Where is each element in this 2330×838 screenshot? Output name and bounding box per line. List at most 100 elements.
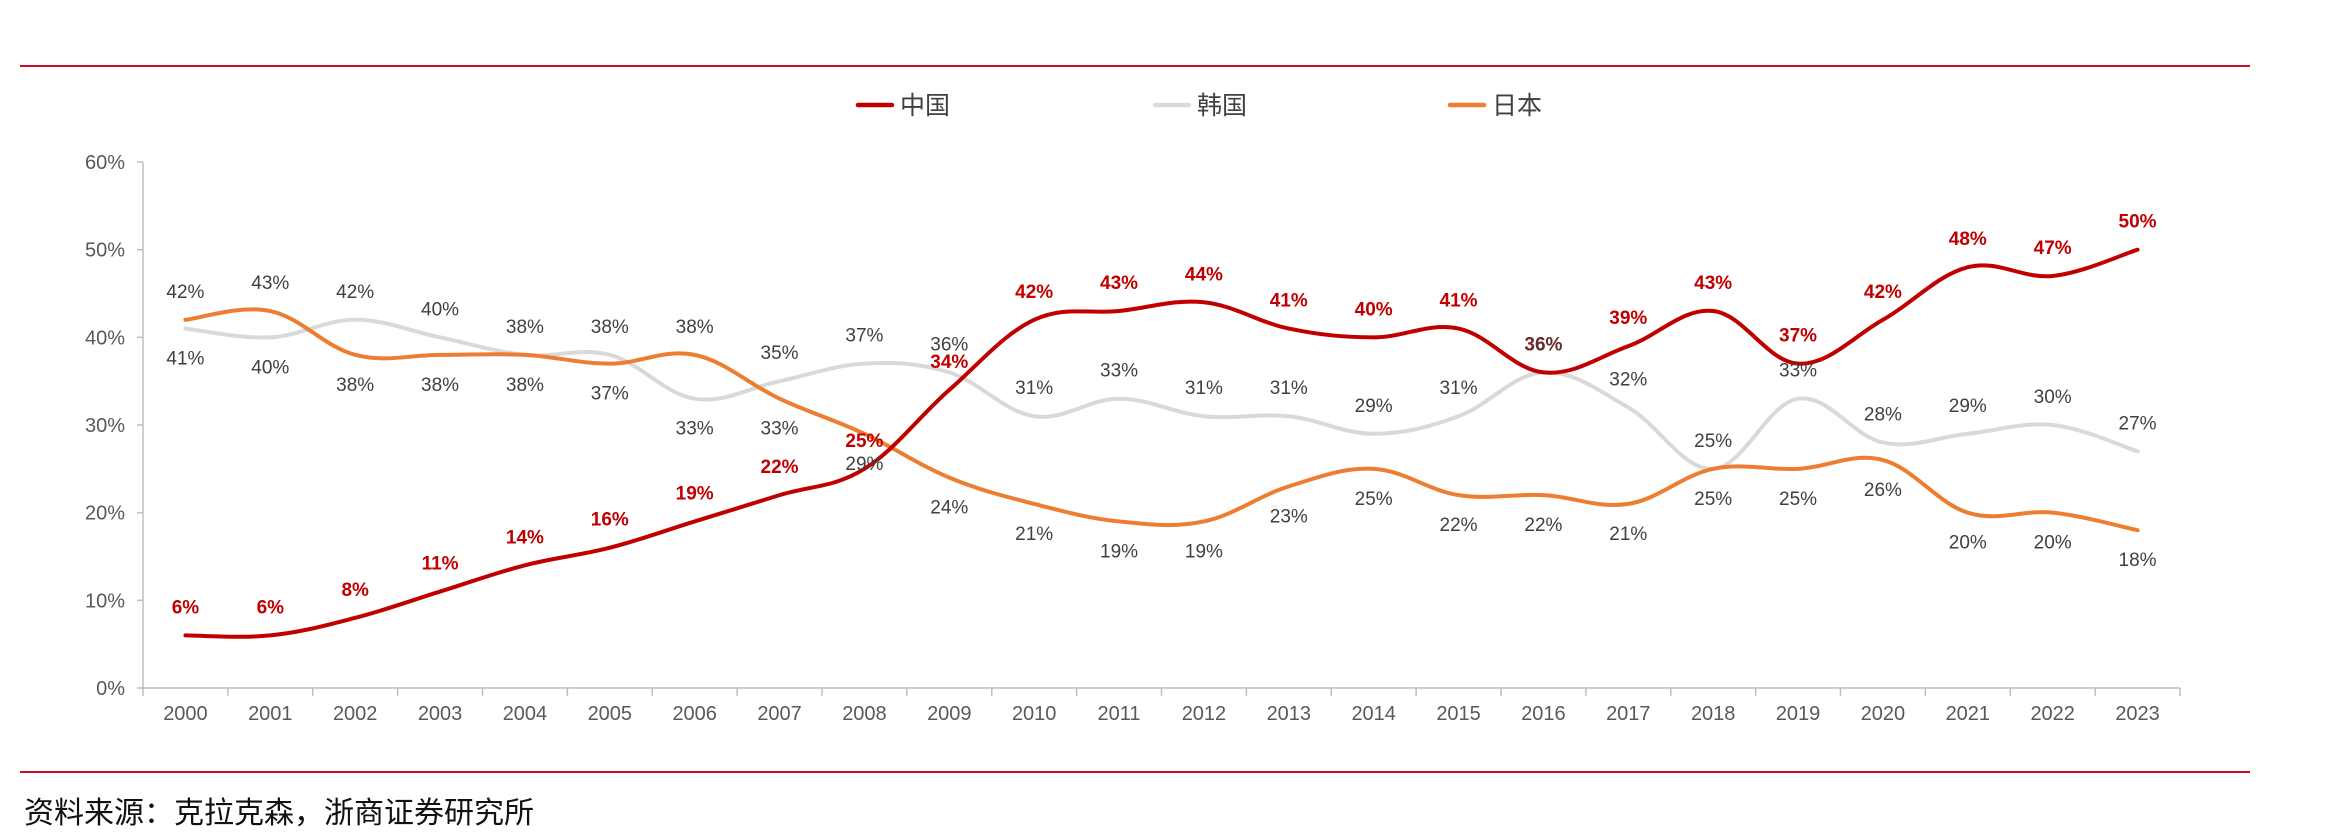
data-label-korea: 29% (1355, 396, 1393, 417)
y-tick-label: 0% (96, 678, 125, 700)
x-tick-label: 2022 (2030, 703, 2075, 725)
data-label-china: 19% (676, 483, 714, 504)
data-label-korea: 37% (845, 326, 883, 347)
x-tick-label: 2016 (1521, 703, 1566, 725)
x-tick-label: 2000 (163, 703, 208, 725)
data-label-china: 44% (1185, 264, 1223, 285)
x-tick-label: 2004 (503, 703, 548, 725)
top-rule (20, 65, 2250, 67)
axes: 0% 10% 20% 30% 40% 50% 60% 2000 2001 2002 2003 2004… (85, 152, 2181, 725)
legend: 中国 韩国 日本 (855, 91, 1542, 120)
x-tick-label: 2010 (1012, 703, 1057, 725)
y-tick-label: 20% (85, 503, 125, 525)
data-label-korea: 28% (1864, 405, 1902, 426)
data-label-japan: 43% (251, 273, 289, 294)
data-label-china: 34% (930, 352, 968, 373)
data-label-china: 42% (1864, 282, 1902, 303)
data-label-japan: 20% (1949, 533, 1987, 554)
data-label-japan: 23% (1270, 506, 1308, 527)
x-tick-label: 2023 (2115, 703, 2160, 725)
y-tick-label: 40% (85, 327, 125, 349)
data-label-japan: 22% (1440, 515, 1478, 536)
data-label-japan: 25% (1355, 489, 1393, 510)
data-label-china: 16% (591, 510, 629, 531)
legend-label: 中国 (900, 91, 950, 120)
series-lines (183, 247, 2140, 639)
data-label-japan: 25% (1779, 489, 1817, 510)
x-tick-label: 2013 (1267, 703, 1312, 725)
series-line-japan (183, 307, 2140, 533)
x-tick-label: 2019 (1776, 703, 1821, 725)
data-label-china: 11% (422, 554, 459, 575)
x-tick-label: 2003 (418, 703, 463, 725)
data-label-japan: 21% (1609, 524, 1647, 545)
data-label-china: 41% (1270, 291, 1308, 312)
data-label-korea: 41% (166, 349, 204, 370)
data-label-korea: 36% (930, 334, 968, 355)
data-label-china: 42% (1015, 282, 1053, 303)
source-note: 资料来源：克拉克森，浙商证券研究所 (24, 796, 534, 831)
data-label-japan: 18% (2119, 550, 2157, 571)
legend-label: 日本 (1492, 91, 1542, 120)
data-label-japan: 25% (1694, 431, 1732, 452)
data-label-japan: 19% (1185, 541, 1223, 562)
data-label-korea: 36% (1524, 334, 1562, 355)
data-label-china: 14% (506, 527, 544, 548)
x-tick-label: 2015 (1436, 703, 1481, 725)
data-label-japan: 22% (1524, 515, 1562, 536)
data-label-china: 25% (845, 431, 883, 452)
data-label-japan: 26% (1864, 480, 1902, 501)
data-label-china: 47% (2034, 238, 2072, 259)
data-label-korea: 31% (1185, 378, 1223, 399)
data-label-china: 36% (1524, 334, 1562, 355)
data-label-china: 43% (1100, 273, 1138, 294)
line-chart: 中国 韩国 日本 0% 10% 20% 30% 40% 50% 60% 2000 2001 2002 2… (85, 91, 2181, 725)
x-tick-label: 2007 (757, 703, 802, 725)
data-label-china: 40% (1355, 299, 1393, 320)
y-tick-label: 10% (85, 590, 125, 612)
data-label-korea: 27% (2119, 413, 2157, 434)
y-tick-label: 60% (85, 152, 125, 174)
data-label-korea: 30% (2034, 387, 2072, 408)
data-label-japan: 24% (930, 498, 968, 519)
data-label-china: 37% (1779, 326, 1817, 347)
x-tick-label: 2008 (842, 703, 887, 725)
data-label-china: 50% (2119, 212, 2157, 233)
x-tick-label: 2002 (333, 703, 378, 725)
x-tick-label: 2005 (588, 703, 633, 725)
data-label-china: 39% (1609, 308, 1647, 329)
y-tick-label: 50% (85, 240, 125, 262)
data-label-korea: 31% (1015, 378, 1053, 399)
data-label-korea: 25% (1694, 489, 1732, 510)
data-label-korea: 31% (1270, 378, 1308, 399)
data-label-japan: 33% (761, 419, 799, 440)
x-tick-label: 2011 (1098, 703, 1141, 725)
data-label-japan: 38% (676, 317, 714, 338)
data-label-korea: 33% (676, 419, 714, 440)
data-label-korea: 32% (1609, 369, 1647, 390)
x-tick-label: 2018 (1691, 703, 1736, 725)
x-tick-label: 2021 (1946, 703, 1991, 725)
data-label-china: 8% (341, 580, 369, 601)
data-label-china: 41% (1440, 291, 1478, 312)
data-label-china: 6% (257, 597, 285, 618)
data-label-japan: 29% (845, 454, 883, 475)
data-label-japan: 19% (1100, 541, 1138, 562)
data-label-japan: 37% (591, 384, 629, 405)
data-label-japan: 38% (506, 317, 544, 338)
data-label-korea: 31% (1440, 378, 1478, 399)
data-label-korea: 42% (336, 282, 374, 303)
x-tick-label: 2001 (248, 703, 293, 725)
x-tick-label: 2006 (672, 703, 717, 725)
x-tick-label: 2017 (1606, 703, 1651, 725)
data-label-korea: 29% (1949, 396, 1987, 417)
data-label-korea: 33% (1779, 361, 1817, 382)
bottom-rule (20, 771, 2250, 773)
data-label-china: 48% (1949, 229, 1987, 250)
data-label-korea: 40% (421, 299, 459, 320)
y-tick-label: 30% (85, 415, 125, 437)
data-label-china: 43% (1694, 273, 1732, 294)
x-tick-label: 2012 (1182, 703, 1227, 725)
data-label-japan: 38% (421, 375, 459, 396)
data-label-japan: 21% (1015, 524, 1053, 545)
